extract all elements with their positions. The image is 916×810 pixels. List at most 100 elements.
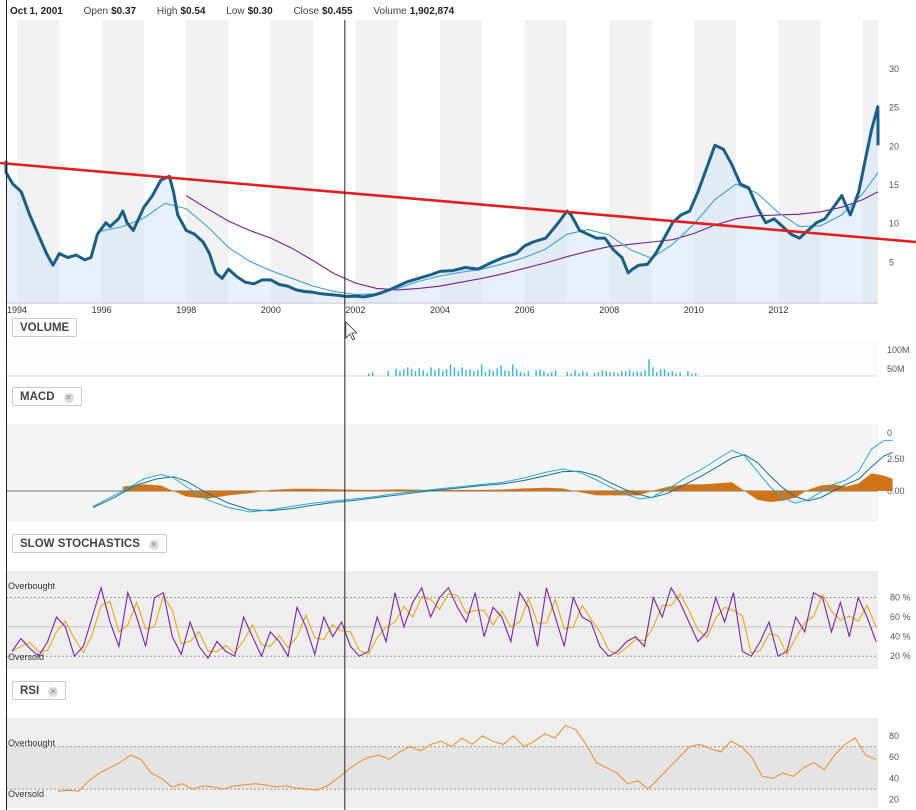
stochastics-remove-icon[interactable]: ✕ [148,540,159,550]
macd-line [92,439,893,513]
volume-bar [371,372,374,376]
rsi-remove-icon[interactable]: ✕ [48,687,59,697]
volume-bar [512,364,514,376]
x-tick-label: 1994 [7,305,27,315]
volume-bar [515,369,518,376]
year-band [397,20,440,303]
stochastics-k-line [11,585,877,660]
x-tick-label: 2010 [684,305,704,315]
volume-bar [438,368,440,376]
volume-bar [601,370,603,376]
volume-bar [586,372,588,376]
volume-bar [667,372,670,376]
volume-bar [492,371,495,376]
stochastics-oversold-label: Oversold [8,652,44,662]
volume-bar [473,371,475,376]
volume-bar [504,370,506,376]
volume-bar [449,364,452,376]
volume-bar [480,364,483,376]
volume-bar [675,373,677,376]
volume-bar [663,369,666,376]
open-label: Open [83,6,109,17]
fast-moving-average-line [97,172,879,296]
macd-y-tick: 0.00 [887,486,905,496]
volume-label: Volume [373,6,407,17]
close-label: Close [293,6,320,17]
x-tick-label: 2012 [768,305,788,315]
volume-bar [605,371,607,376]
volume-bar [554,370,557,376]
x-tick-label: 1998 [176,305,196,315]
macd-y-tick: 2.50 [887,454,905,464]
open-value: $0.37 [111,6,137,17]
volume-bar [687,371,689,376]
volume-bar [477,370,479,376]
volume-bar [387,371,389,376]
rsi-band [6,746,878,790]
rsi-y-tick: 80 [889,731,899,741]
volume-panel-button[interactable]: VOLUME [12,318,78,337]
volume-bar [519,372,522,376]
rsi-oversold-label: Oversold [8,789,44,799]
volume-bar [410,369,413,376]
x-tick-label: 2006 [515,305,535,315]
volume-bar [461,367,463,376]
year-band [313,20,356,303]
volume-bar [679,372,681,376]
volume-bar [582,371,584,376]
mouse-pointer-icon [345,321,358,341]
volume-bar [648,359,650,376]
volume-bar [691,374,693,376]
price-line [4,105,880,299]
macd-panel-label: MACD [20,391,55,403]
volume-bar [496,368,498,376]
macd-histogram [122,473,893,502]
low-value: $0.30 [247,6,273,17]
volume-bar [434,370,436,376]
volume-bar [488,369,491,376]
volume-bar [508,371,510,376]
volume-bar [453,367,456,376]
macd-remove-icon[interactable]: ✕ [63,393,74,403]
volume-bar [636,371,639,376]
stochastics-panel-bg [6,571,878,669]
volume-bar [457,371,459,376]
volume-bar [426,373,428,376]
volume-bar [430,367,432,376]
volume-bar [445,369,448,376]
price-y-tick: 5 [889,257,894,267]
volume-bar [399,371,401,376]
volume-bar [578,373,580,376]
volume-bar [659,369,662,376]
volume-bar [469,369,471,376]
macd-y-tick: 0 [887,428,892,438]
volume-bar [403,369,405,376]
rsi-panel-button[interactable]: RSI ✕ [12,681,67,700]
volume-panel-bg [6,342,878,376]
volume-y-tick: 100M [887,345,910,355]
stochastics-panel-button[interactable]: SLOW STOCHASTICS ✕ [12,534,167,553]
volume-bar [628,370,631,376]
volume-bar [570,373,572,376]
volume-bar [644,370,646,376]
quote-header: Oct 1, 2001 Open $0.37 High $0.54 Low $0.30… [10,6,454,17]
year-band [228,20,271,303]
price-y-tick: 10 [889,219,899,229]
volume-bar [597,372,600,376]
macd-panel-button[interactable]: MACD ✕ [12,387,82,406]
price-y-tick: 20 [889,141,899,151]
macd-signal-line [92,452,893,512]
slow-moving-average-line [185,191,879,291]
price-area [6,106,878,303]
volume-bar [566,372,568,376]
rsi-y-tick: 60 [889,752,899,762]
trend-line [0,161,916,244]
volume-bar [632,372,635,376]
volume-value: 1,902,874 [409,6,455,17]
macd-panel-bg [6,424,878,522]
volume-bar [395,368,397,376]
x-tick-label: 2004 [430,305,450,315]
volume-bar [539,369,541,376]
volume-y-tick: 50M [887,364,905,374]
